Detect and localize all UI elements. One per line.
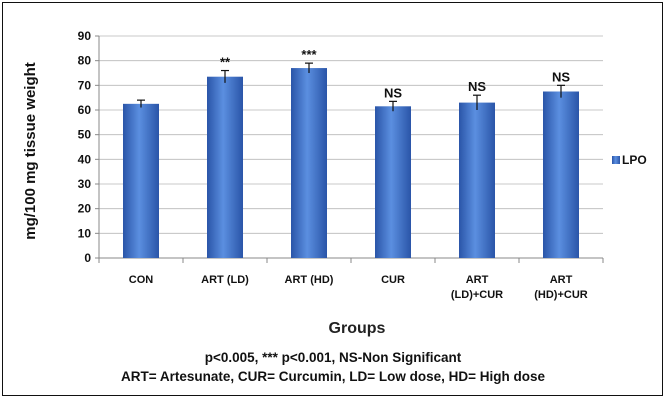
x-tick-label: ART (HD)+CUR: [534, 274, 588, 301]
bars: [123, 68, 579, 258]
significance-label: ***: [301, 47, 317, 62]
bar: [207, 76, 243, 258]
x-axis-label: Groups: [329, 320, 386, 337]
y-tick-label: 30: [78, 177, 92, 191]
y-tick-label: 70: [78, 78, 92, 92]
x-tick-label: ART (HD): [285, 274, 334, 286]
significance-label: NS: [384, 85, 402, 100]
bar: [459, 102, 495, 258]
x-tick-label: CON: [129, 274, 154, 286]
axes: [95, 35, 604, 263]
footnote-line-2: ART= Artesunate, CUR= Curcumin, LD= Low …: [121, 369, 546, 384]
chart-frame: 0 10 20 30 40 50 60 70 80 90 ** *** NS NS NS CON ART (…: [2, 2, 663, 396]
significance-label: NS: [552, 69, 570, 84]
y-tick-label: 60: [78, 103, 92, 117]
legend: LPO: [612, 153, 647, 167]
error-bars: [137, 62, 565, 112]
x-tick-labels: CON ART (LD) ART (HD) CUR ART (LD)+CUR ART (HD)…: [129, 274, 588, 301]
y-tick-label: 90: [78, 29, 92, 43]
significance-label: NS: [468, 79, 486, 94]
y-tick-label: 50: [78, 128, 92, 142]
bar: [291, 68, 327, 258]
y-tick-label: 0: [84, 251, 91, 265]
y-tick-label: 20: [78, 202, 92, 216]
x-tick-label: ART (LD): [201, 274, 249, 286]
gridlines: [99, 35, 603, 234]
legend-swatch: [612, 156, 620, 164]
y-tick-label: 10: [78, 226, 92, 240]
bar: [375, 106, 411, 258]
y-axis-label: mg/100 mg tissue weight: [22, 62, 39, 240]
legend-label: LPO: [622, 153, 647, 167]
y-tick-labels: 0 10 20 30 40 50 60 70 80 90: [78, 29, 92, 265]
significance-label: **: [220, 55, 231, 70]
x-tick-label: CUR: [381, 274, 405, 286]
y-tick-label: 80: [78, 54, 92, 68]
bar: [543, 91, 579, 258]
x-tick-label: ART (LD)+CUR: [451, 274, 503, 301]
y-tick-label: 40: [78, 152, 92, 166]
bar: [123, 103, 159, 258]
footnote-line-1: p<0.005, *** p<0.001, NS-Non Significant: [205, 350, 462, 365]
